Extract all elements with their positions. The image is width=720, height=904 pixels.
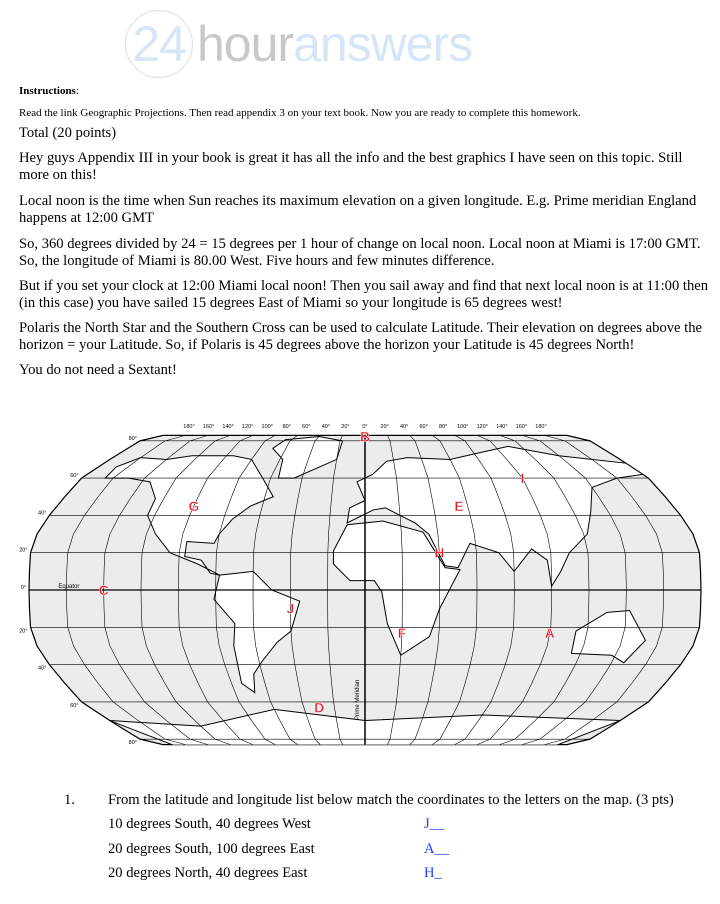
latitude-label: 60° xyxy=(70,473,78,479)
latitude-label: 0° xyxy=(21,585,26,591)
paragraph: You do not need a Sextant! xyxy=(19,362,177,378)
longitude-label: 180° xyxy=(535,424,546,430)
map-letter-D: D xyxy=(314,699,324,715)
longitude-label: 180° xyxy=(183,424,194,430)
instructions-heading: Instructions: xyxy=(19,83,709,100)
map-letter-H: H xyxy=(434,545,444,561)
map-letter-I: I xyxy=(521,470,525,486)
question-prompt: From the latitude and longitude list bel… xyxy=(108,792,674,808)
map-letter-B: B xyxy=(360,428,370,444)
landmass-au xyxy=(570,609,647,664)
answer: H_ xyxy=(424,865,442,881)
question-item: 20 degrees South, 100 degrees East xyxy=(108,841,315,857)
map-letter-G: G xyxy=(188,498,199,514)
latitude-label: 60° xyxy=(70,703,78,709)
answer: J__ xyxy=(424,816,445,832)
latitude-label: 20° xyxy=(19,628,27,634)
map-letter-E: E xyxy=(454,498,463,514)
paragraph: Hey guys Appendix III in your book is gr… xyxy=(19,150,683,183)
longitude-label: 100° xyxy=(262,424,273,430)
equator-label: Equator xyxy=(58,584,79,590)
total-points: Total (20 points) xyxy=(19,125,117,141)
map-letter-J: J xyxy=(287,601,295,617)
logo-answers: answers xyxy=(293,16,473,72)
longitude-label: 160° xyxy=(203,424,214,430)
map-letter-F: F xyxy=(398,625,407,641)
instructions-label: Instructions xyxy=(19,85,76,97)
longitude-label: 80° xyxy=(439,424,447,430)
longitude-label: 0° xyxy=(362,424,367,430)
longitude-label: 40° xyxy=(322,424,330,430)
answer: A__ xyxy=(424,841,450,857)
latitude-label: 40° xyxy=(38,666,46,672)
longitude-label: 160° xyxy=(516,424,527,430)
world-map: 180° 160° 140° 120° 100° 80° 60° 40° 20° 0° 20° 40°… xyxy=(19,424,702,746)
logo: 24 hour answers xyxy=(125,8,473,80)
latitude-label: 20° xyxy=(19,548,27,554)
longitude-label: 120° xyxy=(477,424,488,430)
map-letter-A: A xyxy=(545,625,555,641)
map-letter-C: C xyxy=(99,582,109,598)
question-item: 10 degrees South, 40 degrees West xyxy=(108,816,311,832)
question-item: 20 degrees North, 40 degrees East xyxy=(108,865,308,881)
longitude-label: 20° xyxy=(380,424,388,430)
prime-meridian-label: Prime Meridian xyxy=(355,680,361,720)
longitude-label: 60° xyxy=(420,424,428,430)
latitude-label: 80° xyxy=(129,740,137,746)
longitude-label: 100° xyxy=(457,424,468,430)
instructions-text: Read the link Geographic Projections. Th… xyxy=(19,107,581,119)
longitude-label: 60° xyxy=(302,424,310,430)
longitude-label: 140° xyxy=(496,424,507,430)
longitude-label: 40° xyxy=(400,424,408,430)
longitude-label: 80° xyxy=(283,424,291,430)
paragraph: So, 360 degrees divided by 24 = 15 degre… xyxy=(19,236,701,269)
latitude-label: 40° xyxy=(38,510,46,516)
paragraph: Local noon is the time when Sun reaches … xyxy=(19,193,697,226)
paragraph: But if you set your clock at 12:00 Miami… xyxy=(19,278,709,311)
paragraph: Polaris the North Star and the Southern … xyxy=(19,320,702,353)
longitude-label: 20° xyxy=(341,424,349,430)
latitude-label: 80° xyxy=(129,436,137,442)
colon: : xyxy=(75,85,79,97)
longitude-label: 120° xyxy=(242,424,253,430)
logo-hour: hour xyxy=(197,16,294,72)
question-number: 1. xyxy=(64,792,75,808)
longitude-label: 140° xyxy=(222,424,233,430)
logo-number: 24 xyxy=(125,10,193,78)
